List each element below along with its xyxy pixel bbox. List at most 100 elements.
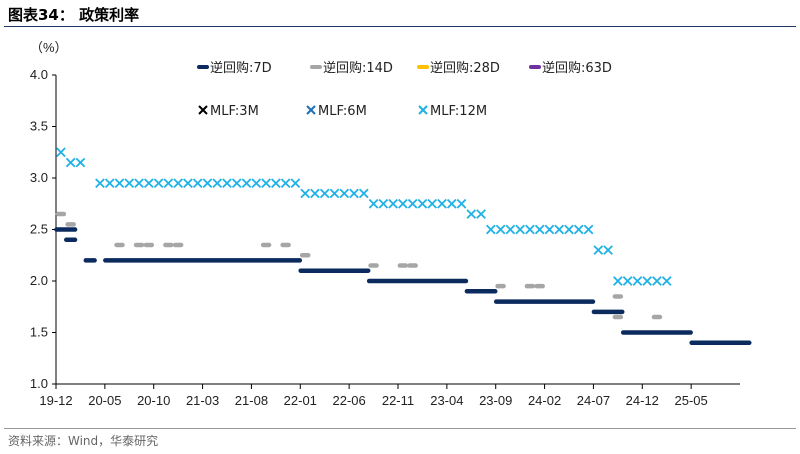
mlf-12m-point bbox=[398, 198, 408, 209]
mlf-12m-point bbox=[652, 276, 662, 286]
mlf-12m-point bbox=[593, 245, 604, 255]
legend-label-1: 逆回购:7D bbox=[210, 60, 272, 76]
mlf-12m-point bbox=[534, 224, 545, 235]
mlf-12m-point bbox=[505, 224, 516, 235]
mlf-12m-point bbox=[339, 188, 350, 199]
y-tick-label: 2.5 bbox=[30, 222, 48, 237]
mlf-12m-point bbox=[485, 224, 496, 235]
mlf-12m-point bbox=[642, 276, 653, 286]
mlf-12m-point bbox=[319, 188, 330, 199]
mlf-12m-point bbox=[231, 178, 242, 188]
mlf-12m-point bbox=[583, 224, 594, 235]
mlf-12m-point bbox=[241, 178, 252, 188]
x-tick-label: 23-04 bbox=[430, 393, 463, 408]
y-axis-unit-label: （%） bbox=[30, 40, 68, 55]
legend-label-5: MLF:3M bbox=[210, 104, 259, 119]
y-tick-label: 3.5 bbox=[30, 119, 48, 134]
legend-marker-5 bbox=[198, 105, 208, 115]
y-tick-label: 4.0 bbox=[30, 67, 48, 82]
mlf-12m-point bbox=[65, 157, 76, 168]
mlf-12m-point bbox=[573, 224, 584, 235]
mlf-12m-point bbox=[104, 178, 115, 188]
x-tick-label: 24-02 bbox=[528, 393, 561, 408]
mlf-12m-point bbox=[603, 245, 613, 255]
legend-marker-6 bbox=[306, 105, 316, 115]
mlf-12m-point bbox=[212, 178, 223, 188]
mlf-12m-point bbox=[632, 276, 643, 286]
mlf-12m-point bbox=[124, 178, 135, 188]
policy-rate-chart: （%） 1.0 1.5 2.0 2.5 3.0 3.5 4.0 19-12 20-05 20-10… bbox=[30, 40, 752, 408]
mlf-12m-point bbox=[192, 178, 203, 188]
mlf-12m-point bbox=[183, 178, 193, 188]
mlf-12m-point bbox=[261, 178, 271, 188]
x-tick-label: 24-12 bbox=[626, 393, 659, 408]
y-tick-label: 1.5 bbox=[30, 325, 48, 340]
legend-marker-7 bbox=[418, 105, 428, 115]
mlf-12m-point bbox=[271, 178, 281, 188]
y-tick-label: 2.0 bbox=[30, 273, 48, 288]
x-tick-label: 23-09 bbox=[479, 393, 512, 408]
y-tick-label: 3.0 bbox=[30, 170, 48, 185]
mlf-12m-point bbox=[310, 188, 320, 199]
x-tick-label: 21-08 bbox=[235, 393, 268, 408]
mlf-12m-point bbox=[173, 178, 183, 188]
x-tick-label: 22-01 bbox=[284, 393, 317, 408]
mlf-12m-point bbox=[544, 224, 555, 235]
legend-label-2: 逆回购:14D bbox=[323, 60, 393, 76]
mlf-12m-point bbox=[554, 224, 565, 235]
chart-axes: 1.0 1.5 2.0 2.5 3.0 3.5 4.0 19-12 20-05 20-10 21-0… bbox=[30, 67, 740, 408]
mlf-12m-point bbox=[163, 178, 174, 188]
x-tick-label: 22-06 bbox=[333, 393, 366, 408]
x-tick-label: 22-11 bbox=[382, 393, 414, 408]
mlf-12m-point bbox=[95, 178, 105, 188]
mlf-12m-point bbox=[661, 276, 672, 286]
legend-label-7: MLF:12M bbox=[430, 104, 487, 119]
mlf-12m-point bbox=[280, 178, 291, 188]
mlf-12m-point bbox=[202, 178, 213, 188]
mlf-12m-point bbox=[358, 188, 369, 199]
mlf-12m-point bbox=[388, 198, 398, 209]
mlf-12m-point bbox=[622, 276, 633, 286]
mlf-12m-point bbox=[114, 178, 125, 188]
mlf-12m-point bbox=[378, 198, 389, 209]
mlf-12m-point bbox=[417, 198, 428, 209]
mlf-12m-point bbox=[407, 198, 418, 209]
mlf-12m-point bbox=[329, 188, 340, 199]
mlf-12m-point bbox=[466, 209, 477, 219]
title-rule bbox=[4, 26, 796, 27]
chart-legend: 逆回购:7D 逆回购:14D 逆回购:28D 逆回购:63D MLF:3M MLF:6M M… bbox=[197, 60, 612, 119]
y-tick-label: 1.0 bbox=[30, 376, 48, 391]
mlf-12m-point bbox=[613, 276, 623, 286]
x-tick-label: 25-05 bbox=[675, 393, 708, 408]
mlf-12m-point bbox=[437, 198, 447, 209]
mlf-12m-point bbox=[515, 224, 525, 235]
mlf-12m-point bbox=[300, 188, 311, 199]
mlf-12m-point bbox=[134, 178, 144, 188]
figure-title: 图表34： 政策利率 bbox=[8, 6, 140, 24]
mlf-12m-point bbox=[446, 198, 457, 209]
mlf-12m-point bbox=[153, 178, 164, 188]
mlf-12m-point bbox=[56, 147, 66, 158]
mlf-12m-point bbox=[290, 178, 301, 188]
legend-label-6: MLF:6M bbox=[318, 104, 367, 119]
legend-label-3: 逆回购:28D bbox=[430, 60, 500, 76]
x-tick-label: 19-12 bbox=[39, 393, 72, 408]
chart-marks bbox=[54, 147, 752, 346]
mlf-12m-point bbox=[525, 224, 535, 235]
x-tick-label: 21-03 bbox=[186, 393, 219, 408]
mlf-12m-point bbox=[456, 198, 467, 209]
mlf-12m-point bbox=[251, 178, 262, 188]
footer-rule bbox=[4, 428, 796, 429]
x-tick-label: 20-10 bbox=[137, 393, 170, 408]
mlf-12m-point bbox=[427, 198, 438, 209]
x-tick-label: 24-07 bbox=[577, 393, 610, 408]
mlf-12m-point bbox=[222, 178, 232, 188]
mlf-12m-point bbox=[564, 224, 574, 235]
legend-label-4: 逆回购:63D bbox=[542, 60, 612, 76]
mlf-12m-point bbox=[368, 198, 379, 209]
mlf-12m-point bbox=[349, 188, 359, 199]
x-tick-label: 20-05 bbox=[88, 393, 121, 408]
mlf-12m-point bbox=[476, 209, 486, 219]
mlf-12m-point bbox=[495, 224, 506, 235]
mlf-12m-point bbox=[75, 157, 86, 168]
